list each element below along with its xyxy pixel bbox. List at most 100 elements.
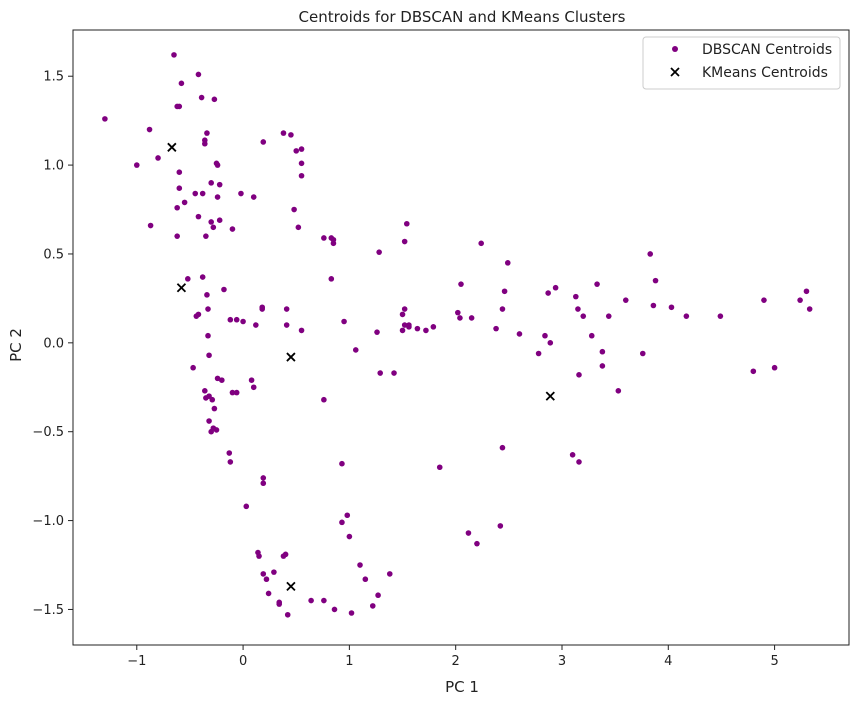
dbscan-centroid-point (238, 190, 244, 197)
dbscan-centroid-point (797, 297, 803, 303)
dbscan-centroid-point (178, 80, 185, 87)
dbscan-centroid-point (240, 318, 246, 325)
kmeans-centroid-point (286, 581, 296, 591)
dbscan-centroid-point (346, 533, 353, 540)
dbscan-centroid-point (576, 459, 582, 465)
dbscan-centroid-point (328, 276, 335, 282)
dbscan-centroid-point (399, 327, 406, 334)
legend-kmeans-label: KMeans Centroids (702, 65, 828, 81)
dbscan-centroid-point (202, 388, 208, 394)
dbscan-centroid-point (376, 249, 382, 255)
dbscan-centroid-point (208, 428, 214, 435)
dbscan-centroid-point (401, 322, 408, 328)
dbscan-centroid-point (284, 611, 291, 618)
x-tick-label: 2 (452, 654, 460, 669)
dbscan-centroid-point (465, 530, 472, 536)
dbscan-centroid-point (202, 137, 208, 144)
dbscan-centroid-point (250, 384, 257, 391)
dbscan-centroid-point (214, 194, 221, 200)
dbscan-centroid-point (321, 235, 327, 241)
dbscan-centroid-point (283, 322, 290, 328)
dbscan-centroid-point (321, 597, 327, 604)
dbscan-centroid-point (199, 190, 206, 197)
legend-kmeans-marker (670, 67, 680, 77)
dbscan-centroid-point (455, 309, 461, 316)
dbscan-centroid-point (399, 311, 406, 318)
dbscan-centroid-point (221, 286, 227, 293)
dbscan-centroid-point (499, 306, 506, 312)
dbscan-centroid-point (298, 146, 305, 152)
dbscan-centroid-point (211, 96, 218, 103)
dbscan-centroid-point (406, 324, 412, 330)
dbscan-centroid-point (652, 277, 659, 284)
dbscan-centroid-point (344, 512, 351, 519)
dbscan-centroid-point (650, 302, 657, 309)
dbscan-centroid-point (580, 313, 587, 319)
dbscan-centroid-point (102, 116, 108, 122)
dbscan-centroid-point (339, 519, 345, 526)
dbscan-centroid-point (761, 297, 767, 303)
y-tick-label: 1.0 (43, 159, 64, 174)
dbscan-centroid-point (260, 571, 267, 577)
plot-area (102, 52, 813, 618)
dbscan-centroid-point (229, 389, 236, 396)
dbscan-centroid-point (291, 206, 297, 213)
dbscan-centroid-point (573, 293, 579, 300)
dbscan-centroid-point (250, 194, 257, 200)
dbscan-centroid-point (330, 240, 337, 247)
dbscan-centroid-point (374, 329, 380, 335)
dbscan-centroid-point (176, 185, 183, 191)
dbscan-centroid-point (386, 571, 393, 577)
kmeans-centroid-point (167, 142, 177, 152)
dbscan-centroid-point (195, 71, 202, 78)
dbscan-centroid-point (203, 233, 209, 239)
y-tick-label: 1.5 (43, 70, 64, 85)
dbscan-centroid-point (206, 352, 212, 359)
dbscan-centroid-point (401, 306, 408, 312)
y-tick-label: −0.5 (32, 425, 64, 440)
dbscan-centroid-point (436, 464, 443, 471)
dbscan-centroid-point (181, 199, 188, 206)
dbscan-centroid-point (499, 444, 506, 451)
dbscan-centroid-point (198, 94, 205, 101)
dbscan-centroid-point (253, 322, 259, 328)
dbscan-centroid-point (750, 368, 757, 375)
dbscan-centroid-point (341, 318, 347, 325)
dbscan-centroid-point (430, 324, 437, 330)
dbscan-centroid-point (599, 363, 606, 369)
plot-frame (72, 29, 850, 646)
dbscan-centroid-point (806, 306, 813, 312)
dbscan-centroid-point (219, 377, 225, 383)
dbscan-centroid-point (155, 155, 161, 161)
legend: DBSCAN Centroids KMeans Centroids (642, 36, 841, 90)
dbscan-centroid-point (362, 576, 369, 583)
y-tick-label: 0.0 (43, 336, 64, 351)
dbscan-centroid-point (375, 592, 381, 599)
dbscan-centroid-point (615, 388, 622, 394)
dbscan-centroid-point (209, 396, 216, 403)
dbscan-centroid-point (214, 162, 221, 168)
dbscan-centroid-point (639, 350, 646, 357)
dbscan-centroid-point (260, 480, 267, 487)
dbscan-centroid-point (457, 315, 463, 321)
dbscan-centroid-point (575, 306, 581, 312)
dbscan-centroid-point (668, 304, 675, 311)
dbscan-centroid-point (369, 603, 376, 609)
dbscan-centroid-point (339, 460, 345, 467)
dbscan-centroid-point (211, 405, 218, 412)
y-tick-label: −1.5 (32, 603, 64, 618)
x-tick-label: 1 (345, 654, 353, 669)
dbscan-centroid-point (174, 204, 180, 211)
dbscan-centroid-point (321, 396, 327, 403)
dbscan-centroid-point (229, 226, 236, 232)
legend-box (642, 36, 841, 90)
dbscan-centroid-point (210, 224, 217, 231)
dbscan-centroid-point (295, 224, 302, 231)
dbscan-centroid-point (458, 281, 464, 287)
dbscan-centroid-point (576, 372, 582, 378)
dbscan-centroid-point (348, 610, 355, 616)
dbscan-centroid-point (276, 599, 283, 606)
dbscan-centroid-point (265, 590, 272, 597)
dbscan-centroid-point (146, 126, 153, 133)
